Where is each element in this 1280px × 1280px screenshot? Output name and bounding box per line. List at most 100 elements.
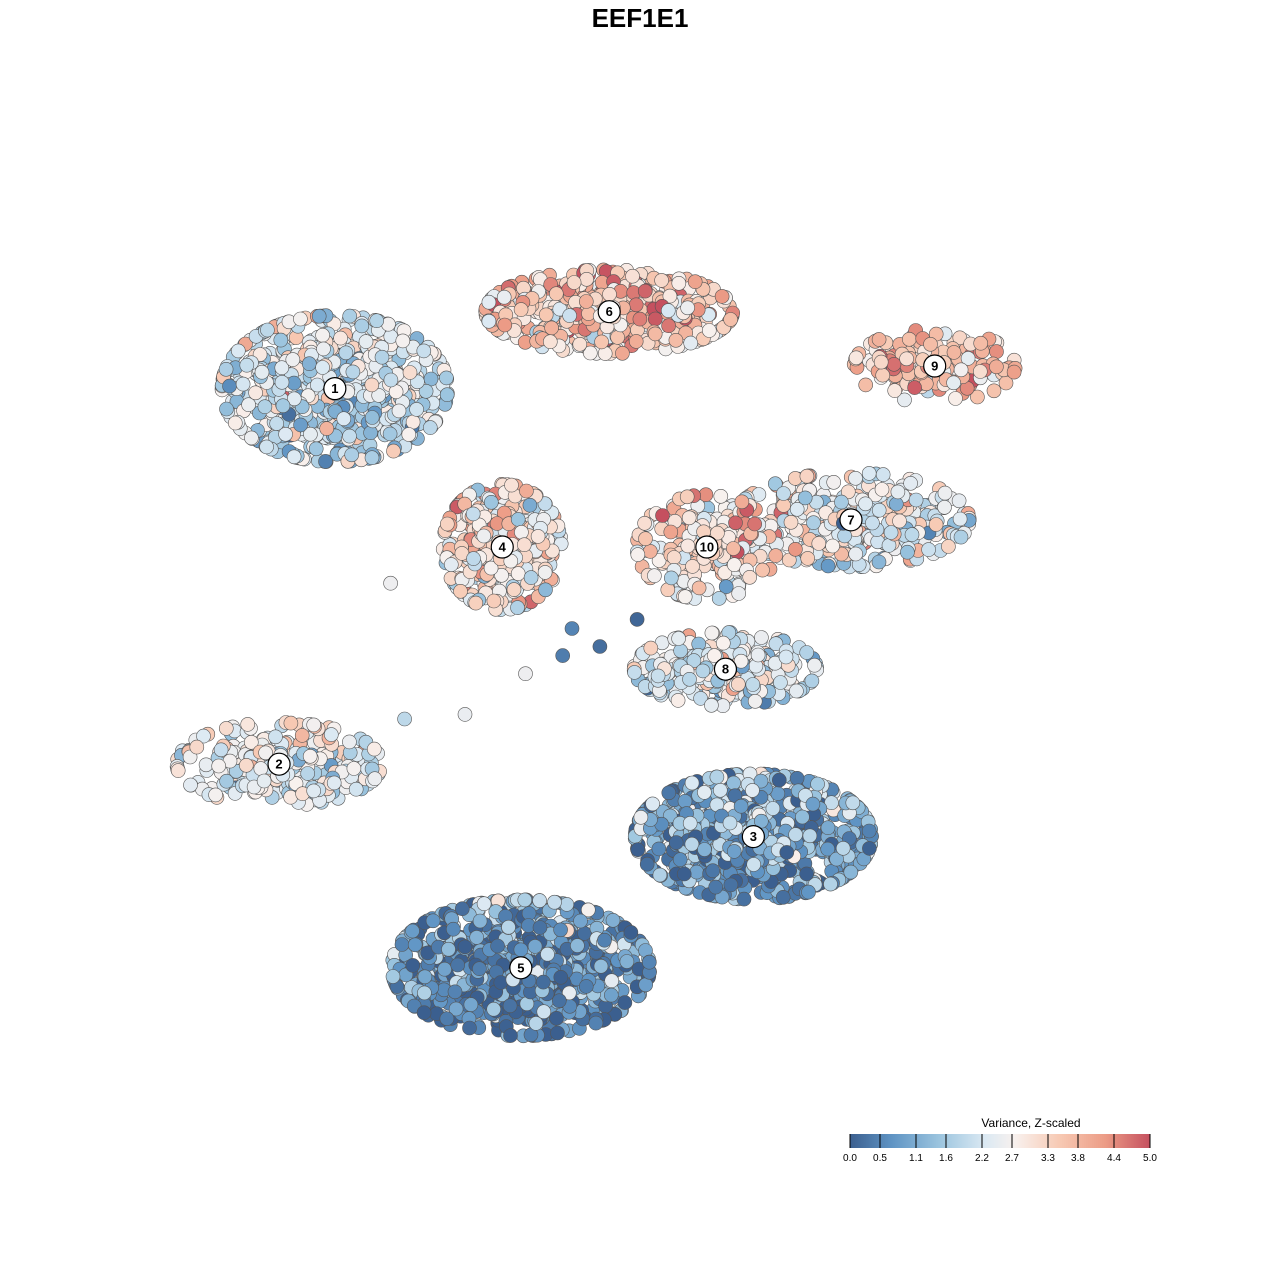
scatter-point xyxy=(364,410,380,425)
scatter-point xyxy=(407,937,423,953)
scatter-point xyxy=(799,468,815,484)
scatter-point xyxy=(354,318,370,334)
scatter-point xyxy=(871,332,887,347)
scatter-point xyxy=(597,932,612,948)
scatter-point xyxy=(244,430,259,446)
scatter-point xyxy=(358,334,374,349)
scatter-point xyxy=(687,274,703,290)
scatter-point xyxy=(506,582,522,597)
scatter-point xyxy=(886,356,902,372)
scatter-point xyxy=(316,341,331,357)
scatter-point xyxy=(416,1005,432,1021)
scatter-point xyxy=(953,529,969,545)
scatter-point xyxy=(826,474,842,490)
scatter-point xyxy=(283,715,299,731)
scatter-point xyxy=(502,998,518,1014)
scatter-point xyxy=(189,739,205,755)
scatter-point xyxy=(647,311,663,327)
scatter-point xyxy=(256,773,272,789)
scatter-point xyxy=(538,307,554,323)
scatter-point xyxy=(417,969,433,985)
scatter-point xyxy=(218,361,234,377)
scatter-point xyxy=(391,403,407,419)
scatter-point xyxy=(680,300,695,316)
scatter-point xyxy=(633,809,649,825)
scatter-point xyxy=(632,311,648,327)
scatter-point xyxy=(219,401,234,417)
scatter-point xyxy=(490,938,505,954)
scatter-point xyxy=(517,892,533,908)
scatter-point xyxy=(472,961,487,977)
scatter-point xyxy=(268,729,283,745)
scatter-point xyxy=(481,313,497,329)
scatter-point xyxy=(578,294,594,309)
scatter-point xyxy=(799,645,815,660)
scatter-point xyxy=(883,525,899,540)
scatter-point xyxy=(493,975,509,990)
scatter-point xyxy=(641,954,657,970)
scatter-point xyxy=(394,937,410,952)
scatter-point xyxy=(364,377,380,393)
scatter-point xyxy=(342,308,358,324)
scatter-point xyxy=(668,835,684,850)
scatter-point xyxy=(466,551,481,566)
scatter-point xyxy=(417,985,432,1001)
scatter-point xyxy=(602,286,617,302)
scatter-point xyxy=(371,388,387,403)
scatter-point xyxy=(476,528,492,544)
scatter-point xyxy=(453,583,468,599)
scatter-point xyxy=(875,367,891,383)
scatter-point xyxy=(650,668,666,684)
scatter-point xyxy=(871,502,887,518)
scatter-point xyxy=(713,488,729,504)
scatter-point xyxy=(566,275,582,290)
scatter-point xyxy=(542,334,558,350)
scatter-point xyxy=(789,683,804,699)
scatter-point xyxy=(747,693,763,709)
scatter-point xyxy=(315,360,330,375)
scatter-point xyxy=(928,517,944,532)
scatter-point xyxy=(364,450,380,466)
scatter-point xyxy=(366,741,382,757)
scatter-point xyxy=(615,345,630,361)
scatter-point xyxy=(439,387,455,403)
scatter-point xyxy=(275,398,291,414)
scatter-point xyxy=(820,558,836,574)
scatter-point xyxy=(1006,364,1022,380)
scatter-point xyxy=(570,938,585,953)
scatter-point xyxy=(513,302,529,317)
scatter-point xyxy=(367,771,383,787)
scatter-point xyxy=(722,815,738,831)
scatter-point xyxy=(605,912,621,928)
scatter-point xyxy=(416,343,432,359)
scatter-point xyxy=(405,958,421,973)
scatter-point xyxy=(527,939,543,954)
scatter-point xyxy=(848,350,864,366)
scatter-point xyxy=(302,748,318,764)
scatter-point xyxy=(921,542,936,557)
scatter-point xyxy=(908,492,924,508)
scatter-point xyxy=(278,426,293,442)
scatter-point xyxy=(810,776,825,792)
scatter-point xyxy=(604,973,620,989)
scatter-point xyxy=(645,796,660,812)
scatter-point xyxy=(676,866,692,882)
chart-title: EEF1E1 xyxy=(592,3,689,33)
scatter-point xyxy=(311,308,327,324)
scatter-point xyxy=(501,919,516,935)
scatter-point xyxy=(401,427,417,442)
scatter-point xyxy=(628,297,644,313)
scatter-point xyxy=(697,842,712,857)
scatter-point xyxy=(899,351,914,367)
scatter-point xyxy=(383,372,399,388)
scatter-point xyxy=(497,317,513,333)
scatter-point xyxy=(457,939,473,955)
scatter-point xyxy=(874,482,890,497)
scatter-point xyxy=(923,336,938,352)
scatter-point xyxy=(788,541,803,557)
scatter-point xyxy=(382,426,398,442)
scatter-point xyxy=(183,777,198,793)
scatter-point xyxy=(588,1015,604,1031)
scatter-point xyxy=(705,863,721,879)
scatter-point xyxy=(865,515,880,531)
